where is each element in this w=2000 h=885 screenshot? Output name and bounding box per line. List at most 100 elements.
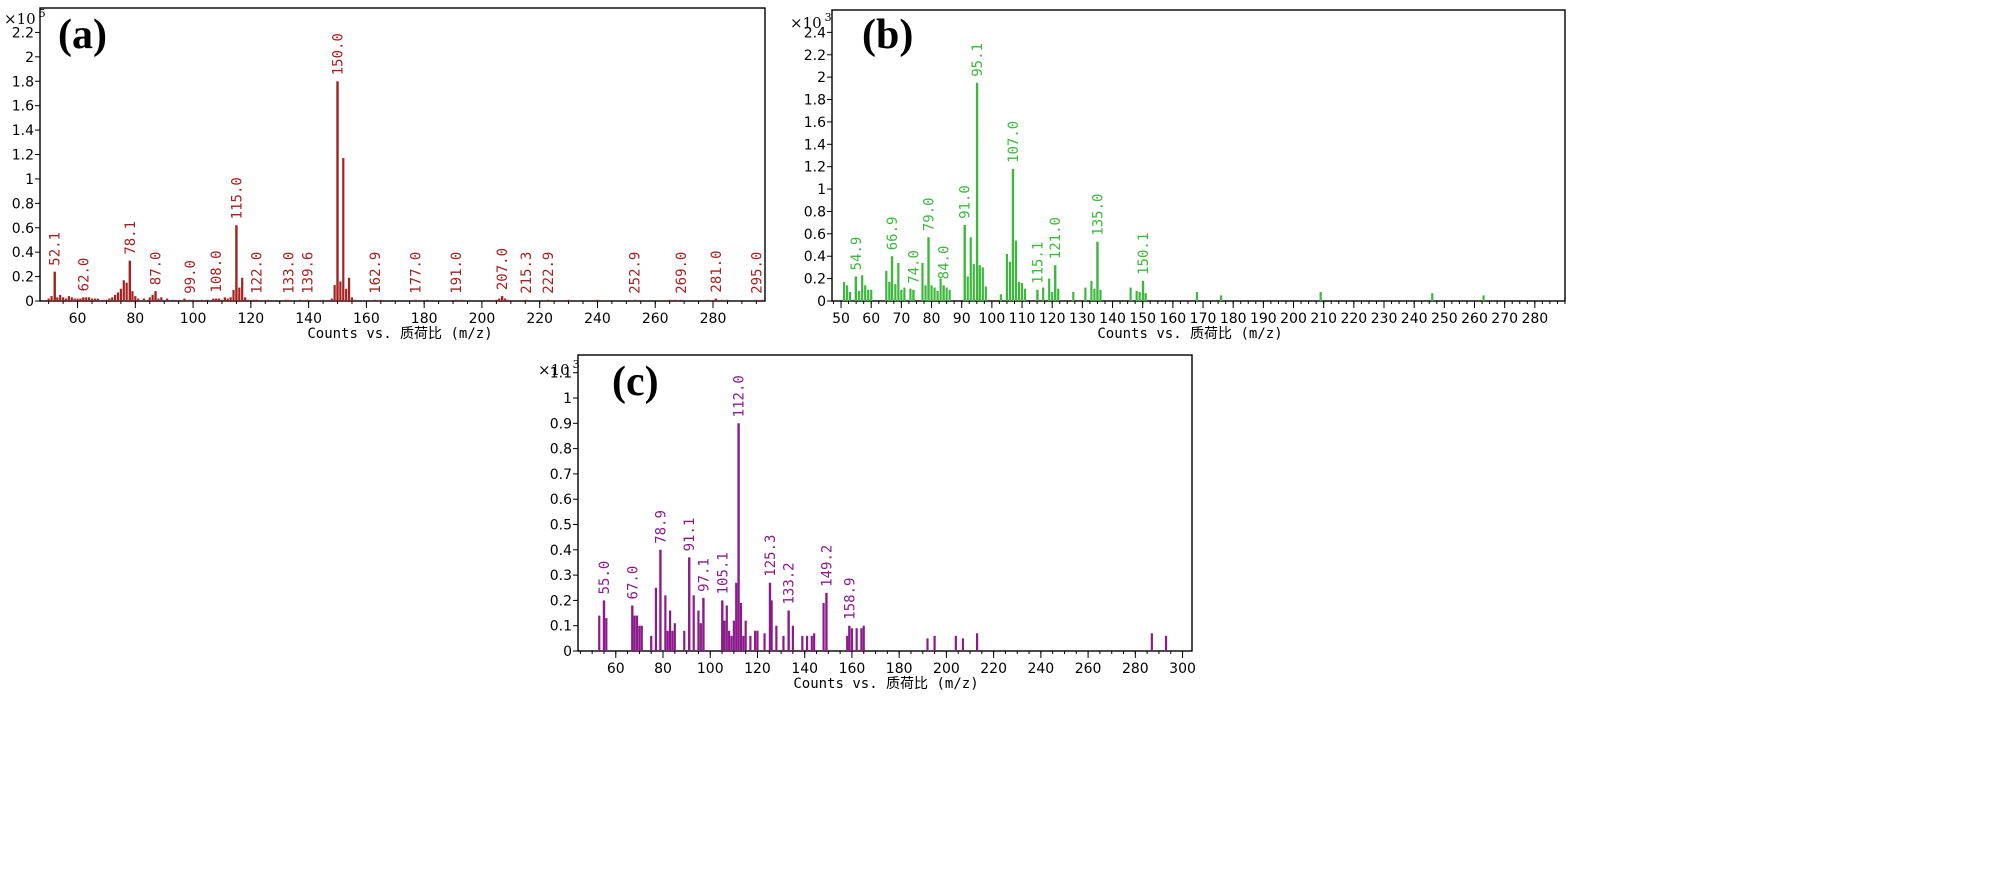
x-tick-label: 300 (1169, 661, 1196, 677)
peak-label: 122.0 (250, 252, 266, 294)
x-tick-label: 140 (295, 311, 322, 327)
y-tick-label: 1 (25, 172, 34, 188)
peak-label: 84.0 (937, 246, 953, 280)
x-tick-label: 120 (237, 311, 264, 327)
peak-label: 78.1 (123, 221, 139, 255)
peak-label: 133.2 (782, 562, 798, 604)
y-multiplier: ×10 (538, 361, 570, 379)
y-multiplier-exponent: 5 (39, 7, 46, 20)
plot-frame (831, 9, 1566, 302)
peak-label: 97.1 (696, 558, 712, 592)
peak-label: 191.0 (449, 252, 465, 294)
x-tick-label: 190 (1250, 311, 1277, 327)
x-tick-label: 110 (1009, 311, 1036, 327)
peak-label: 54.9 (849, 237, 865, 271)
y-tick-label: 1.4 (804, 137, 826, 153)
peak-label: 295.0 (749, 252, 765, 294)
x-tick-label: 120 (1039, 311, 1066, 327)
x-tick-label: 160 (1159, 311, 1186, 327)
x-tick-label: 100 (979, 311, 1006, 327)
y-tick-label: 0.8 (804, 204, 826, 220)
y-tick-label: 1.2 (12, 148, 34, 164)
x-tick-label: 240 (1401, 311, 1428, 327)
y-tick-label: 2.2 (804, 48, 826, 64)
x-tick-label: 60 (862, 311, 880, 327)
x-tick-label: 160 (839, 661, 866, 677)
peak-label: 207.0 (495, 248, 511, 290)
peak-label: 281.0 (709, 250, 725, 292)
y-multiplier: ×10 (790, 14, 822, 32)
panel-label: (a) (58, 12, 107, 58)
peak-label: 108.0 (209, 250, 225, 292)
x-axis-label: Counts vs. 质荷比 (m/z) (1097, 326, 1282, 342)
x-tick-label: 260 (1461, 311, 1488, 327)
y-tick-label: 0.6 (804, 227, 826, 243)
x-tick-label: 220 (980, 661, 1007, 677)
x-tick-label: 80 (126, 311, 144, 327)
x-tick-label: 210 (1310, 311, 1337, 327)
peak-label: 115.0 (229, 177, 245, 219)
y-tick-label: 0.7 (550, 467, 572, 483)
y-tick-label: 1.1 (550, 366, 572, 382)
y-tick-label: 2 (817, 70, 826, 86)
x-tick-label: 60 (607, 661, 625, 677)
y-tick-label: 1.2 (804, 160, 826, 176)
x-tick-label: 180 (886, 661, 913, 677)
y-tick-label: 1 (817, 182, 826, 198)
panel-label: (b) (862, 12, 913, 58)
chart-c: 0 0.1 0.2 0.3 0.4 0.5 0.6 0.7 0.8 0.9 1 1.1 60 80 100 1… (538, 354, 1196, 692)
y-tick-label: 0.8 (550, 442, 572, 458)
peak-label: 269.0 (674, 252, 690, 294)
y-tick-label: 2.4 (804, 25, 826, 41)
peak-label: 52.1 (48, 232, 64, 266)
peak-label: 177.0 (408, 252, 424, 294)
x-tick-label: 220 (1340, 311, 1367, 327)
y-tick-label: 0.6 (550, 492, 572, 508)
peak-label: 125.3 (763, 535, 779, 577)
x-tick-label: 280 (1521, 311, 1548, 327)
peak-label: 112.0 (732, 375, 748, 417)
panel-label: (c) (612, 359, 659, 405)
y-tick-label: 0.8 (12, 196, 34, 212)
peak-label: 121.0 (1048, 217, 1064, 259)
y-tick-label: 0.5 (550, 518, 572, 534)
x-tick-label: 150 (1129, 311, 1156, 327)
y-tick-label: 0 (817, 294, 826, 310)
y-tick-label: 0.6 (12, 221, 34, 237)
peak-label: 215.3 (519, 252, 535, 294)
y-tick-label: 1.6 (12, 99, 34, 115)
y-tick-label: 0.2 (804, 272, 826, 288)
y-tick-label: 0.4 (550, 543, 572, 559)
x-axis-label: Counts vs. 质荷比 (m/z) (793, 676, 978, 692)
x-tick-label: 140 (1099, 311, 1126, 327)
x-tick-label: 260 (642, 311, 669, 327)
peak-label: 91.1 (682, 518, 698, 552)
peak-label: 67.0 (625, 566, 641, 600)
peak-label: 115.1 (1030, 242, 1046, 284)
y-tick-label: 1 (563, 391, 572, 407)
x-tick-label: 280 (700, 311, 727, 327)
x-tick-label: 270 (1491, 311, 1518, 327)
y-tick-label: 0.3 (550, 568, 572, 584)
x-tick-label: 120 (744, 661, 771, 677)
peak-label: 78.9 (653, 510, 669, 544)
x-tick-label: 50 (832, 311, 850, 327)
peak-label: 222.9 (541, 252, 557, 294)
peak-label: 91.0 (958, 185, 974, 219)
x-tick-label: 80 (654, 661, 672, 677)
x-tick-label: 200 (469, 311, 496, 327)
y-tick-label: 1.8 (804, 93, 826, 109)
y-multiplier: ×10 (4, 10, 36, 28)
x-tick-label: 100 (697, 661, 724, 677)
x-tick-label: 260 (1075, 661, 1102, 677)
peak-label: 149.2 (819, 545, 835, 587)
peak-label: 107.0 (1006, 121, 1022, 163)
peak-label: 158.9 (842, 578, 858, 620)
x-tick-label: 100 (180, 311, 207, 327)
y-tick-label: 2.2 (12, 25, 34, 41)
x-tick-label: 70 (892, 311, 910, 327)
y-tick-label: 2 (25, 50, 34, 66)
x-tick-label: 220 (526, 311, 553, 327)
peak-label: 139.6 (300, 252, 316, 294)
x-tick-label: 130 (1069, 311, 1096, 327)
